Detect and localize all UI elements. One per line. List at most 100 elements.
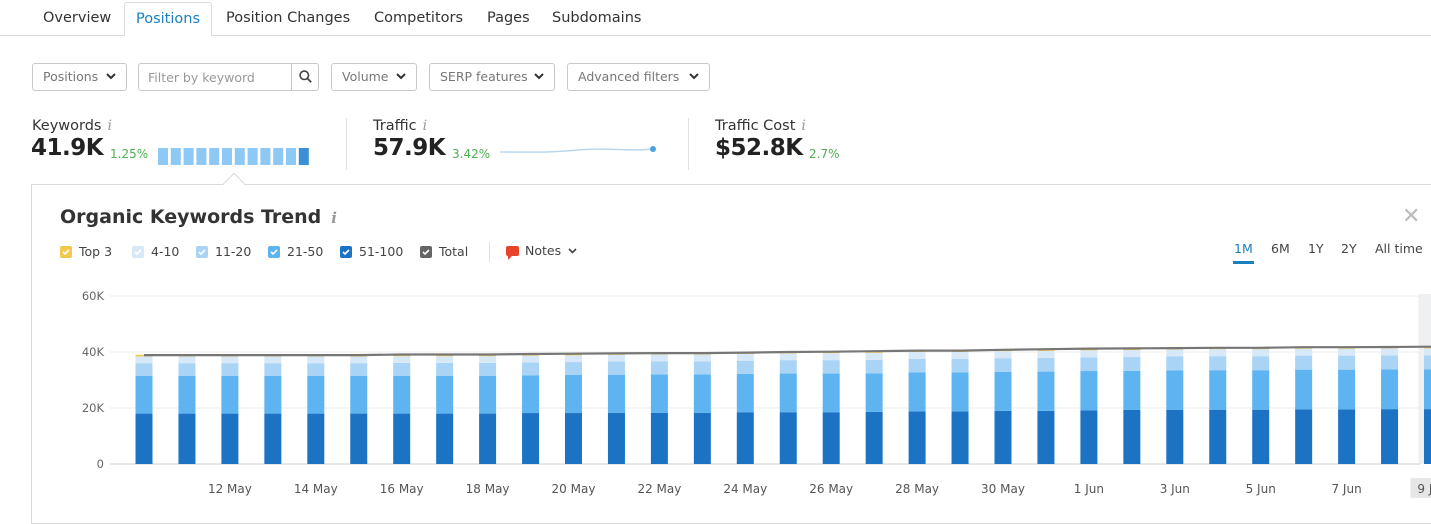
legend-top-3[interactable]: Top 3 [60, 244, 112, 260]
checkbox-icon [420, 246, 432, 258]
bar-segment-21-50 [136, 376, 153, 414]
bar-segment-51-100 [1424, 409, 1431, 464]
chevron-down-icon [534, 73, 544, 80]
tab-pages[interactable]: Pages [487, 2, 530, 36]
y-tick-label: 40K [82, 345, 105, 359]
tab-position-changes[interactable]: Position Changes [226, 2, 350, 36]
period-2y[interactable]: 2Y [1341, 241, 1357, 256]
bar-segment-4-10 [307, 356, 324, 363]
bar-segment-4-10 [737, 354, 754, 361]
period-1m[interactable]: 1M [1234, 241, 1253, 256]
period-all-time[interactable]: All time [1375, 241, 1423, 256]
info-icon[interactable]: i [801, 118, 805, 134]
period-6m[interactable]: 6M [1271, 241, 1290, 256]
period-1y[interactable]: 1Y [1308, 241, 1324, 256]
notes-label: Notes [525, 243, 561, 258]
bar-segment-4-10 [823, 353, 840, 360]
bar-segment-51-100 [1080, 410, 1097, 464]
bar-segment-21-50 [694, 374, 711, 412]
x-tick-label: 22 May [637, 482, 681, 496]
advanced-filters-button[interactable]: Advanced filters [567, 63, 710, 91]
x-tick-label: 9 Jun [1417, 482, 1431, 496]
bar-segment-4-10 [866, 353, 883, 360]
x-tick-label: 28 May [895, 482, 939, 496]
bar-segment-11-20 [1209, 356, 1226, 370]
legend-label: Total [439, 244, 468, 259]
close-icon[interactable]: ✕ [1402, 206, 1420, 228]
sparkbar [299, 148, 309, 165]
keyword-filter [138, 63, 319, 91]
tab-positions[interactable]: Positions [124, 2, 212, 36]
positions-filter-label: Positions [43, 69, 98, 84]
positions-filter[interactable]: Positions [32, 63, 127, 91]
bar-segment-11-20 [436, 363, 453, 376]
keyword-search-input[interactable] [139, 64, 293, 90]
bar-segment-11-20 [264, 363, 281, 376]
bar-segment-11-20 [393, 363, 410, 376]
info-icon[interactable]: i [107, 118, 111, 134]
bar-segment-11-20 [479, 363, 496, 376]
bar-segment-11-20 [307, 363, 324, 376]
tab-subdomains[interactable]: Subdomains [552, 2, 641, 36]
traffic-sparkline-path [500, 149, 653, 152]
keywords-label-text: Keywords [32, 118, 101, 134]
bar-segment-21-50 [737, 374, 754, 412]
sparkbar [235, 148, 245, 165]
info-icon[interactable]: i [423, 118, 427, 134]
bar-segment-11-20 [608, 362, 625, 375]
legend-4-10[interactable]: 4-10 [132, 244, 179, 260]
sparkbar [196, 148, 206, 165]
bar-segment-51-100 [178, 414, 195, 464]
legend-11-20[interactable]: 11-20 [196, 244, 251, 260]
bar-segment-4-10 [1166, 349, 1183, 356]
bar-segment-4-10 [952, 352, 969, 359]
bar-segment-21-50 [479, 376, 496, 414]
bar-segment-4-10 [1252, 349, 1269, 356]
bar-segment-21-50 [780, 374, 797, 413]
keywords-value: 41.9K [31, 135, 103, 161]
bar-segment-51-100 [866, 412, 883, 464]
volume-filter[interactable]: Volume [331, 63, 417, 91]
traffic-sparkline-dot [650, 146, 656, 152]
volume-filter-label: Volume [342, 69, 389, 84]
legend-label: 11-20 [215, 244, 251, 259]
sparkbar [171, 148, 181, 165]
bar-segment-11-20 [995, 358, 1012, 372]
checkbox-icon [60, 246, 72, 258]
bar-segment-51-100 [909, 411, 926, 464]
checkbox-icon [196, 246, 208, 258]
keywords-metric-label: Keywords i [32, 118, 112, 134]
legend-total[interactable]: Total [420, 244, 468, 260]
bar-segment-21-50 [1381, 369, 1398, 409]
bar-segment-51-100 [522, 413, 539, 464]
serp-features-filter-label: SERP features [440, 69, 528, 84]
legend-21-50[interactable]: 21-50 [268, 244, 323, 260]
bar-segment-21-50 [350, 376, 367, 414]
y-tick-label: 20K [82, 401, 105, 415]
sparkbar [184, 148, 194, 165]
bar-segment-51-100 [608, 413, 625, 464]
bar-segment-11-20 [178, 363, 195, 376]
bar-segment-51-100 [952, 411, 969, 464]
tab-competitors[interactable]: Competitors [374, 2, 463, 36]
legend-51-100[interactable]: 51-100 [340, 244, 403, 260]
bar-segment-51-100 [565, 413, 582, 464]
serp-features-filter[interactable]: SERP features [429, 63, 555, 91]
bar-segment-21-50 [823, 374, 840, 413]
info-icon[interactable]: i [331, 209, 337, 227]
bar-segment-11-20 [350, 363, 367, 376]
notes-dropdown[interactable]: Notes [506, 243, 577, 258]
bar-segment-51-100 [350, 414, 367, 464]
bar-segment-51-100 [1209, 410, 1226, 464]
bar-segment-4-10 [522, 356, 539, 363]
bar-segment-51-100 [1338, 409, 1355, 464]
bar-segment-21-50 [178, 376, 195, 414]
bar-segment-51-100 [1123, 410, 1140, 464]
search-button[interactable] [291, 64, 318, 90]
chevron-down-icon [689, 73, 699, 80]
legend-label: 4-10 [151, 244, 179, 259]
bar-segment-4-10 [651, 355, 668, 362]
bar-segment-11-20 [1123, 357, 1140, 371]
bar-segment-11-20 [1424, 355, 1431, 369]
tab-overview[interactable]: Overview [43, 2, 111, 36]
